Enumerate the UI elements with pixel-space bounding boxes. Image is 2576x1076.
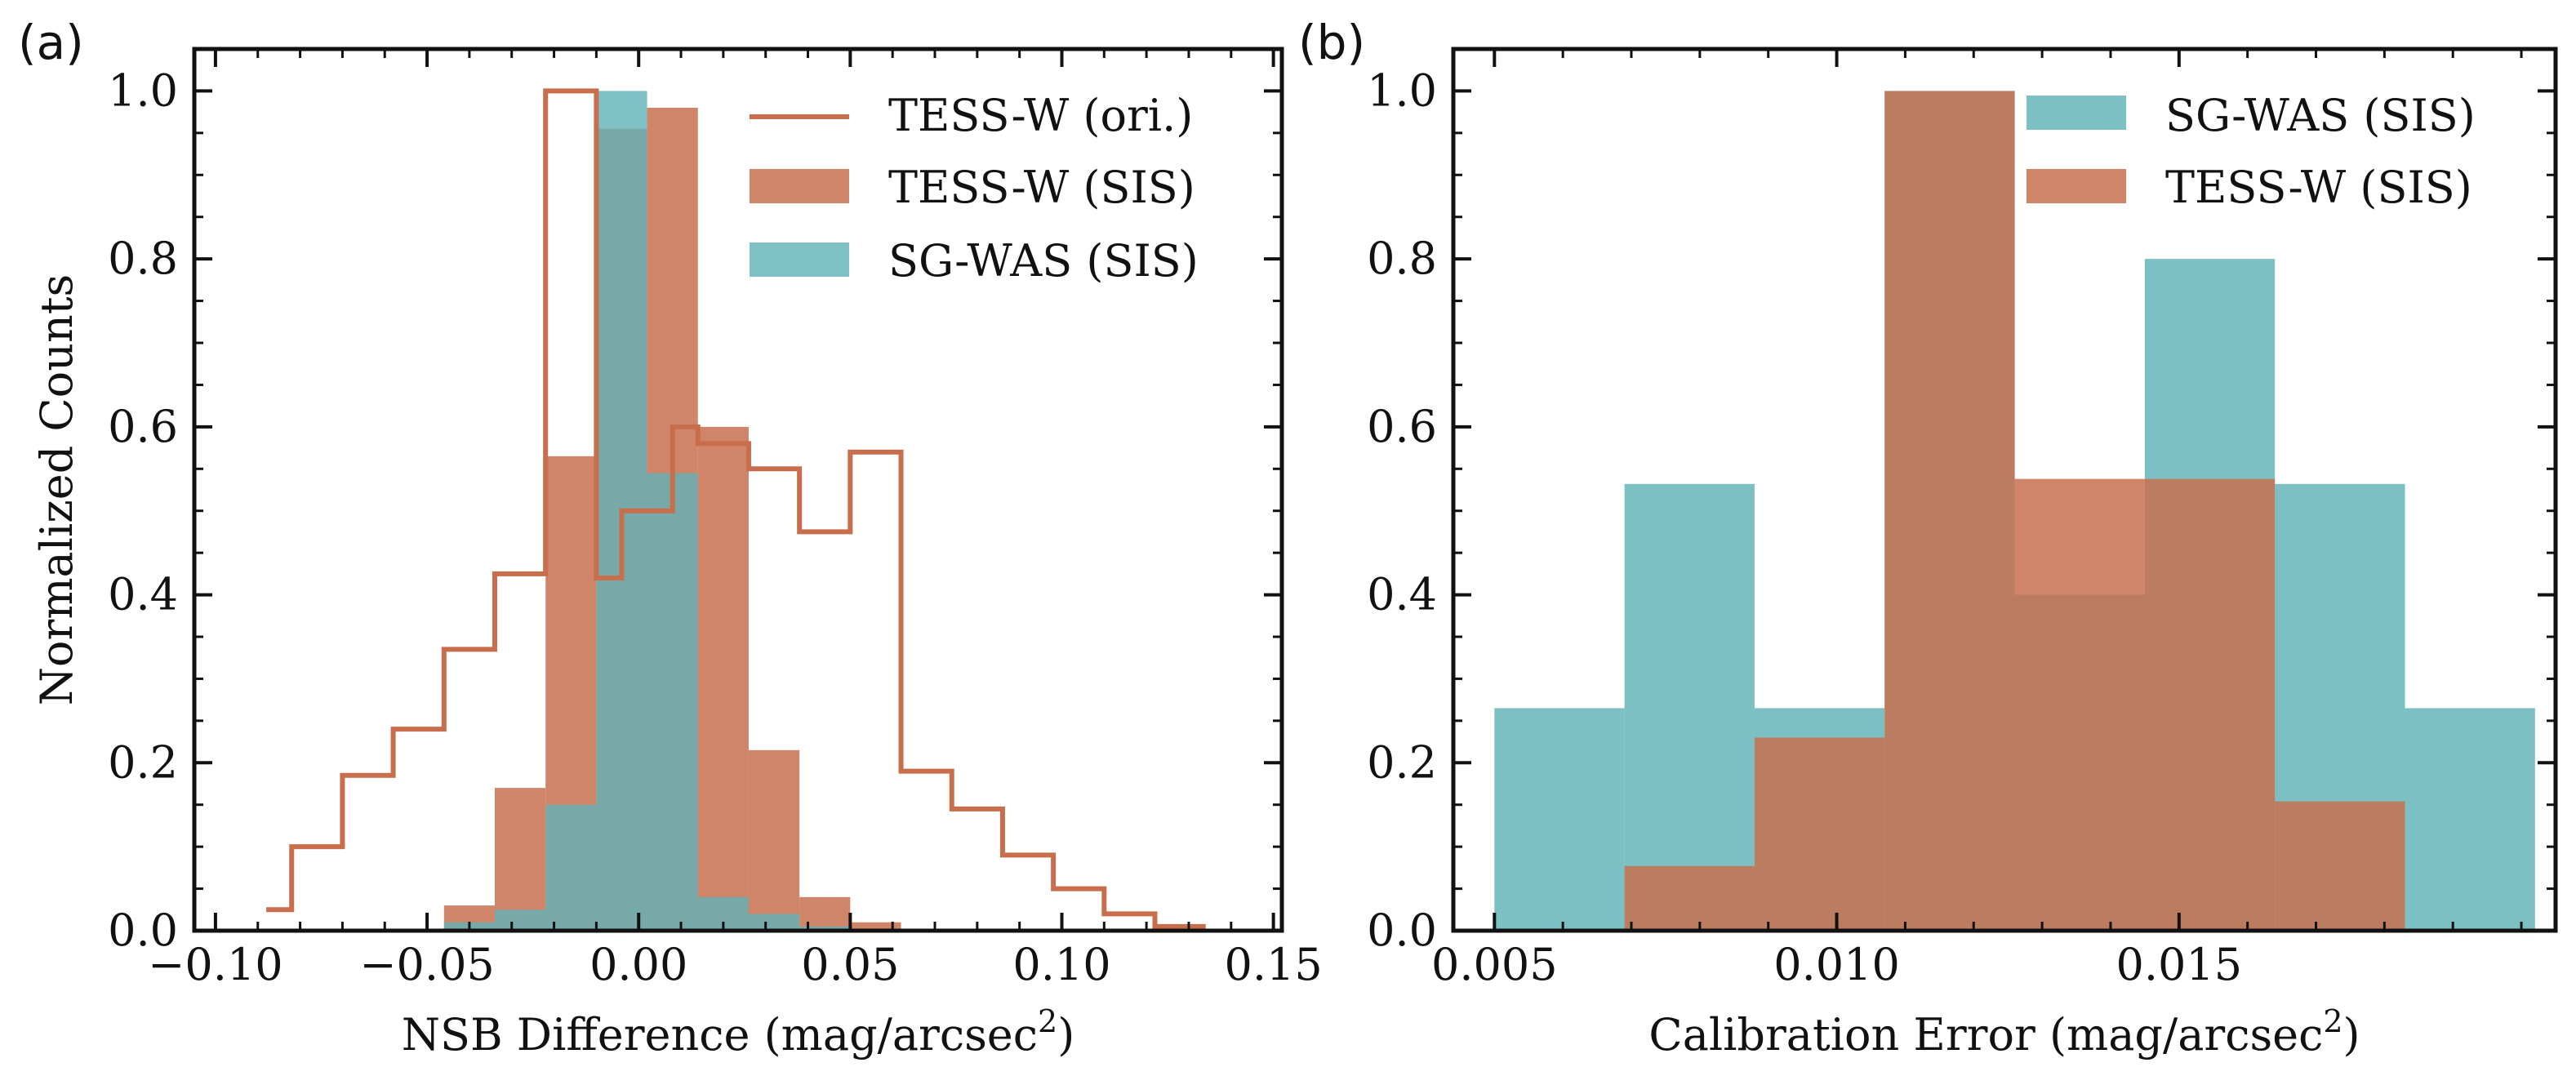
y-tick-label: 0.0 (1367, 905, 1437, 956)
tess-w-sis-bar-4 (2144, 478, 2276, 931)
legend-swatch-sg-was-sis (750, 242, 849, 277)
tess-w-sis-bar-1 (494, 788, 546, 931)
panel-b: (b) 0.005 0.010 0.015 0.0 0.2 0.4 0.6 0.8 1.0 S… (1298, 15, 2558, 1060)
y-tick-label: 0.4 (1367, 569, 1437, 620)
x-axis-ticks: −0.10 −0.05 0.00 0.05 0.10 0.15 (148, 49, 1323, 990)
y-tick-label: 0.8 (108, 233, 178, 284)
panel-a: (a) −0.10 −0.05 0.00 0.05 0.10 0.15 0.0 0.2 0.4… (18, 15, 1323, 1060)
legend-label-tess-w-ori: TESS-W (ori.) (888, 90, 1193, 141)
x-axis-label-end: ) (1057, 1009, 1074, 1060)
sg-was-sis-bar-1 (494, 909, 546, 931)
y-tick-label: 0.2 (1367, 736, 1437, 788)
x-tick-label: 0.005 (1431, 939, 1558, 990)
tess-w-sis-bars (1624, 91, 2405, 931)
y-tick-label: 0.8 (1367, 233, 1437, 284)
tess-w-sis-bar-0 (1624, 865, 1755, 931)
x-axis-ticks: 0.005 0.010 0.015 (1431, 49, 2523, 990)
y-tick-label: 1.0 (108, 64, 178, 116)
tess-w-sis-bar-6 (748, 749, 800, 931)
panel-b-label: (b) (1298, 15, 1365, 70)
legend: SG-WAS (SIS) TESS-W (SIS) (2027, 90, 2476, 213)
x-axis-label: NSB Difference (mag/arcsec2) (402, 1003, 1075, 1060)
legend-label-sg-was-sis: SG-WAS (SIS) (888, 235, 1199, 287)
x-axis-label-superscript: 2 (1038, 1003, 1057, 1039)
tess-w-sis-bar-8 (850, 922, 901, 931)
x-tick-label: 0.10 (1012, 939, 1110, 990)
x-tick-label: −0.05 (359, 939, 494, 990)
y-axis-ticks: 0.0 0.2 0.4 0.6 0.8 1.0 (1367, 64, 2556, 956)
x-tick-label: 0.15 (1225, 939, 1323, 990)
tess-w-sis-bar-5 (2275, 801, 2405, 931)
panel-a-label: (a) (18, 15, 84, 70)
y-tick-label: 0.6 (108, 401, 178, 452)
y-tick-label: 0.4 (108, 569, 178, 620)
y-axis-label: Normalized Counts (31, 274, 82, 705)
legend: TESS-W (ori.) TESS-W (SIS) SG-WAS (SIS) (750, 90, 1199, 287)
tess-w-ori-step-line (266, 88, 1206, 929)
y-tick-label: 0.0 (108, 905, 178, 956)
x-tick-label: 0.00 (589, 939, 687, 990)
x-axis-label-main: Calibration Error (mag/arcsec (1648, 1009, 2323, 1060)
sg-was-sis-bar-0 (1494, 708, 1625, 931)
tess-w-sis-bar-2 (1884, 91, 2015, 931)
sg-was-sis-bar-6 (748, 914, 800, 931)
legend-label-tess-w-sis: TESS-W (SIS) (2165, 162, 2472, 213)
tess-w-sis-bar-5 (697, 426, 749, 931)
legend-swatch-sg-was-sis (2027, 96, 2126, 130)
x-tick-label: −0.10 (148, 939, 283, 990)
x-tick-label: 0.015 (2116, 939, 2243, 990)
y-tick-label: 0.6 (1367, 401, 1437, 452)
x-axis-label-main: NSB Difference (mag/arcsec (402, 1009, 1038, 1060)
plot-frame (1451, 47, 2558, 933)
sg-was-sis-bar-4 (647, 473, 698, 931)
tess-w-sis-bar-1 (1754, 737, 1885, 931)
plot-frame (192, 47, 1284, 933)
tess-w-sis-bar-3 (2014, 478, 2145, 931)
x-axis-label-superscript: 2 (2323, 1003, 2342, 1039)
sg-was-sis-bar-7 (799, 926, 851, 931)
legend-label-sg-was-sis: SG-WAS (SIS) (2165, 90, 2476, 141)
x-tick-label: 0.010 (1773, 939, 1900, 990)
sg-was-sis-bar-7 (2405, 708, 2535, 931)
sg-was-sis-bar-2 (545, 804, 597, 931)
legend-label-tess-w-sis: TESS-W (SIS) (888, 162, 1195, 213)
x-tick-label: 0.05 (801, 939, 899, 990)
x-axis-label: Calibration Error (mag/arcsec2) (1648, 1003, 2360, 1060)
sg-was-sis-bar-1 (1624, 483, 1755, 931)
legend-swatch-tess-w-sis (750, 169, 849, 203)
x-axis-label-end: ) (2343, 1009, 2360, 1060)
y-tick-label: 1.0 (1367, 64, 1437, 116)
legend-swatch-tess-w-sis (2027, 169, 2126, 203)
y-tick-label: 0.2 (108, 736, 178, 788)
